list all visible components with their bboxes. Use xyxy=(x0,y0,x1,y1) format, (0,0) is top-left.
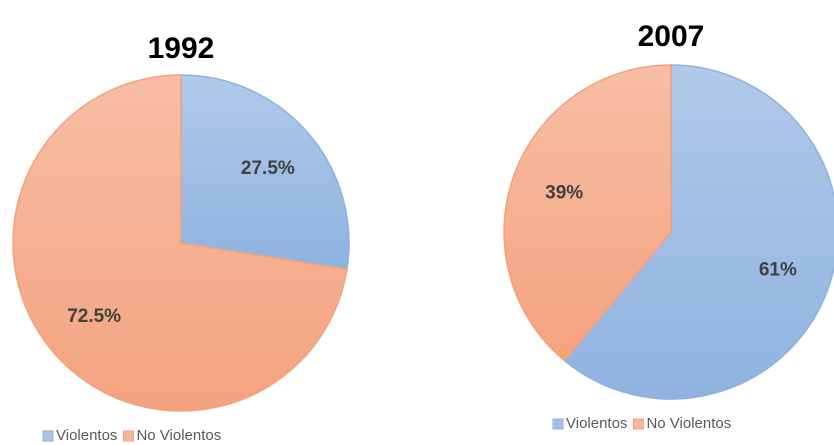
legend-swatch xyxy=(552,418,564,430)
legend-label: Violentos xyxy=(566,415,627,432)
legend-swatch xyxy=(122,430,134,442)
legend-label: No Violentos xyxy=(646,415,731,432)
pie-slice xyxy=(563,64,834,400)
chart-title: 2007 xyxy=(638,20,705,53)
data-label: 61% xyxy=(759,259,797,280)
pie-slice xyxy=(503,64,672,362)
data-label: 72.5% xyxy=(67,306,121,327)
pie-slice xyxy=(180,74,350,271)
pie-slice xyxy=(12,74,348,412)
legend-swatch xyxy=(632,418,644,430)
data-label: 27.5% xyxy=(241,158,295,179)
legend-swatch xyxy=(42,430,54,442)
legend-label: Violentos xyxy=(56,427,117,444)
legend-label: No Violentos xyxy=(136,427,221,444)
chart-title: 1992 xyxy=(148,32,215,65)
data-label: 39% xyxy=(545,183,583,204)
